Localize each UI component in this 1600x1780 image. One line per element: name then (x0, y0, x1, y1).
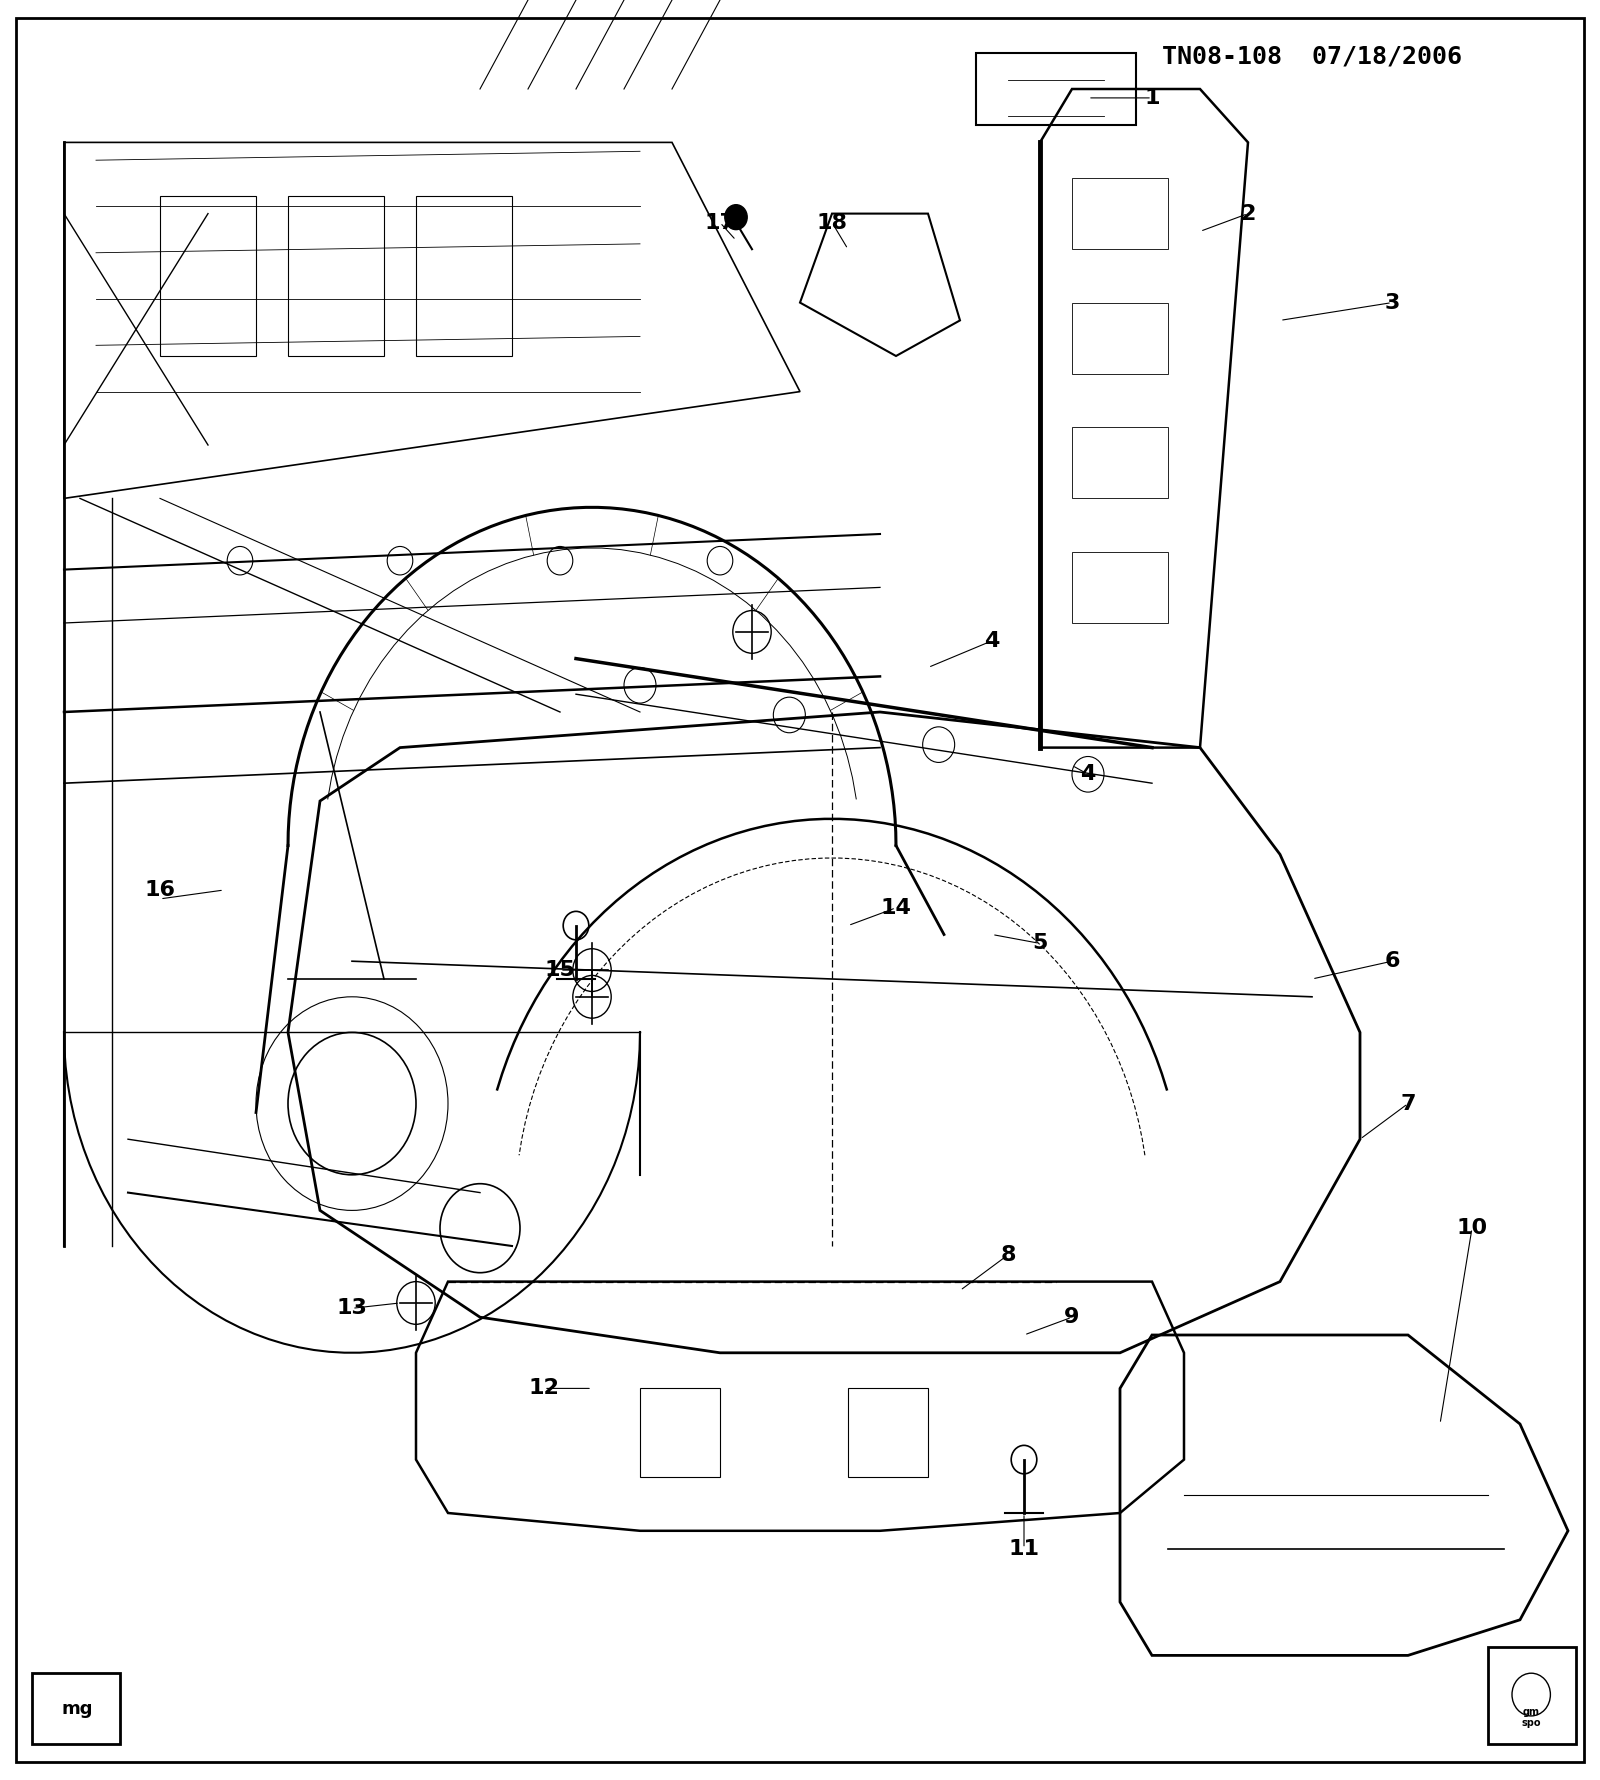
Text: 18: 18 (816, 212, 848, 233)
Text: TN08-108  07/18/2006: TN08-108 07/18/2006 (1162, 44, 1462, 68)
Text: 13: 13 (336, 1298, 368, 1319)
FancyBboxPatch shape (1488, 1646, 1576, 1744)
Text: 4: 4 (984, 630, 1000, 651)
Text: 14: 14 (880, 897, 912, 918)
Text: 9: 9 (1064, 1307, 1080, 1328)
Text: 7: 7 (1400, 1093, 1416, 1114)
Text: 1: 1 (1144, 87, 1160, 109)
Text: 4: 4 (1080, 764, 1096, 785)
Text: mg: mg (61, 1700, 93, 1718)
Text: 8: 8 (1000, 1244, 1016, 1266)
Circle shape (725, 205, 747, 230)
Text: 17: 17 (704, 212, 736, 233)
Text: 3: 3 (1384, 292, 1400, 313)
Text: 16: 16 (144, 879, 176, 901)
Text: 2: 2 (1240, 203, 1256, 224)
Text: 6: 6 (1384, 951, 1400, 972)
Text: 11: 11 (1008, 1538, 1040, 1559)
Text: 10: 10 (1456, 1218, 1488, 1239)
Text: gm
spo: gm spo (1522, 1707, 1541, 1728)
Text: 15: 15 (544, 959, 576, 981)
FancyBboxPatch shape (32, 1673, 120, 1744)
Text: 12: 12 (528, 1378, 560, 1399)
Text: 5: 5 (1032, 933, 1048, 954)
